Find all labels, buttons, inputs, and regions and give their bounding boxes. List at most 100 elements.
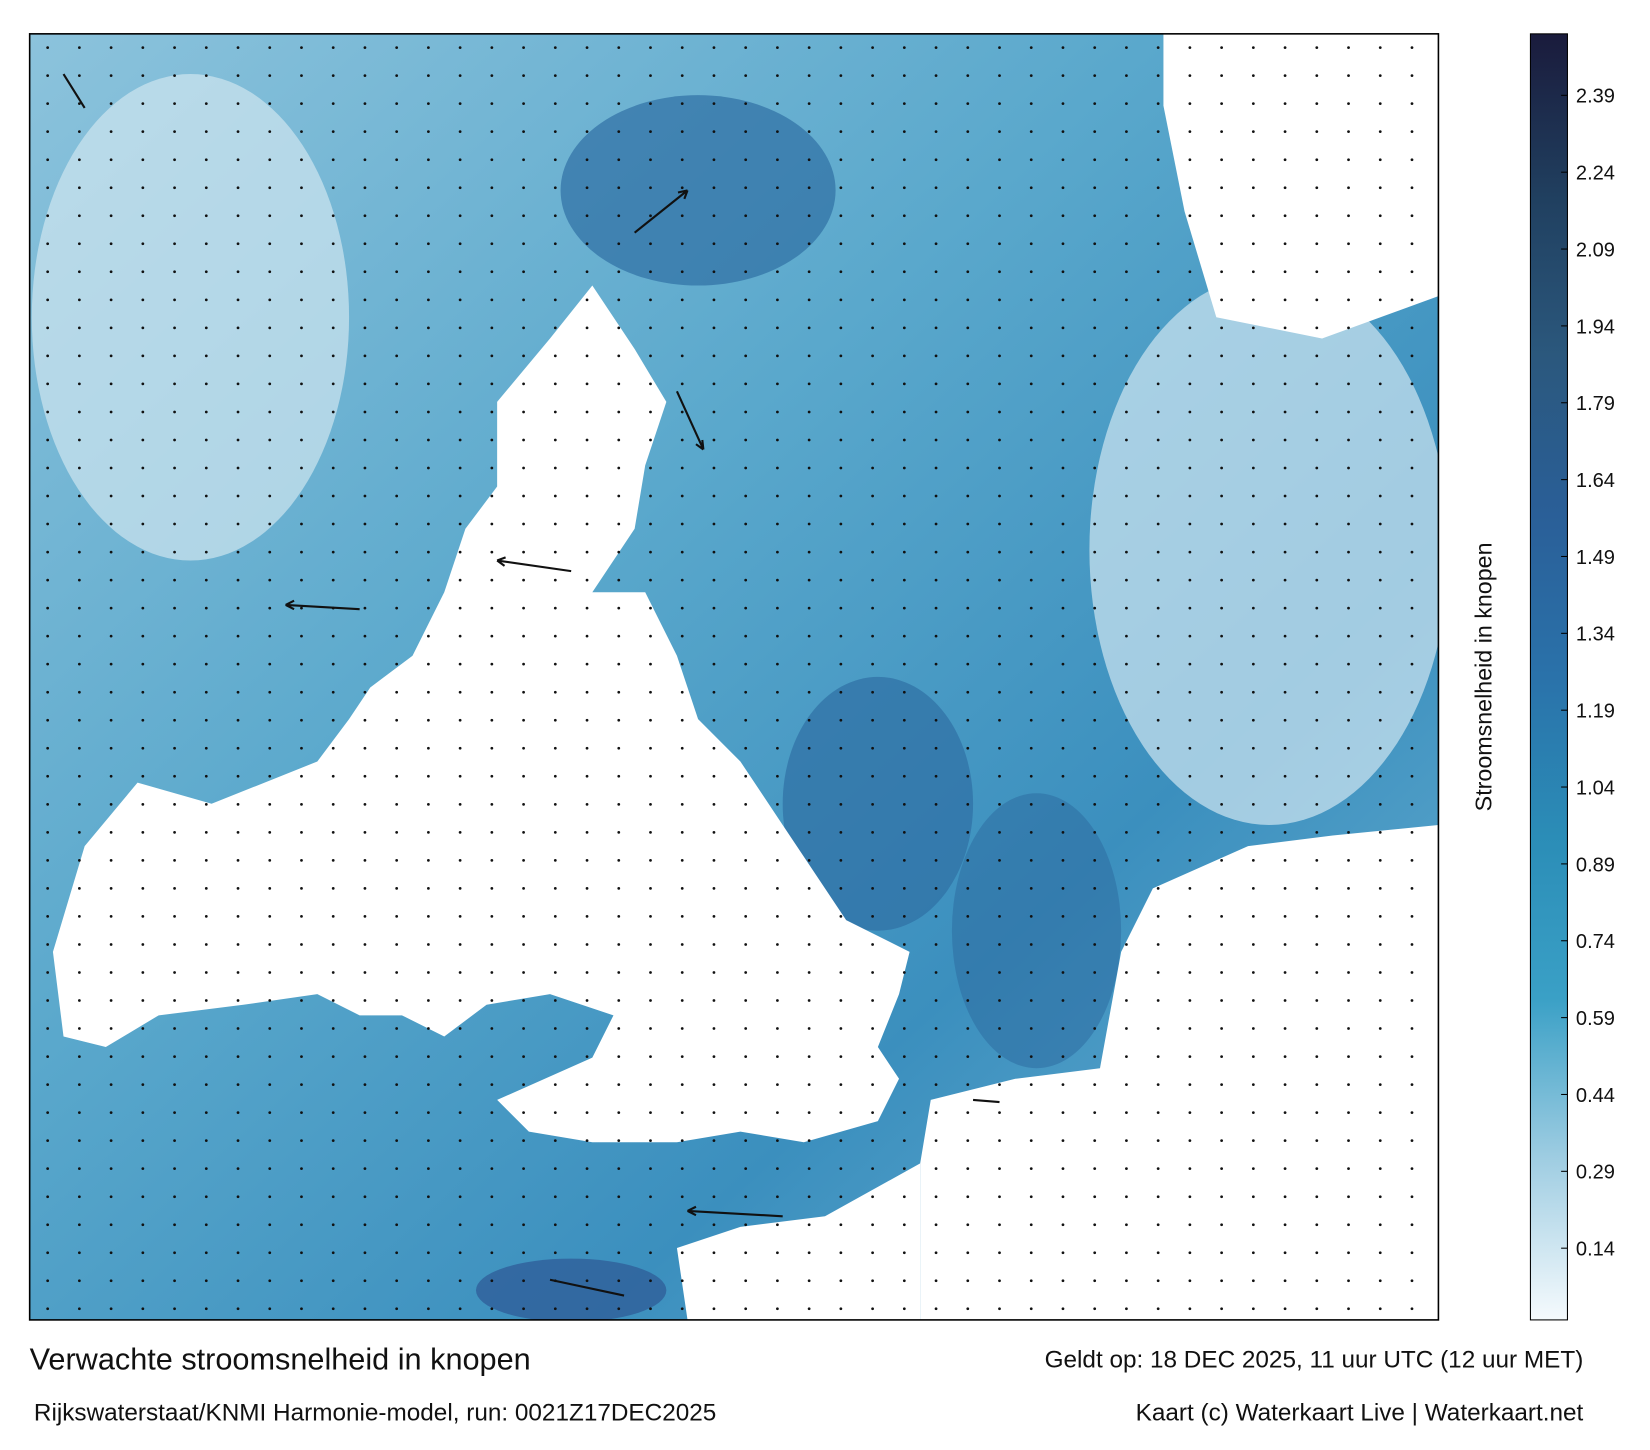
grid-dot (744, 270, 748, 274)
grid-dot (458, 46, 462, 49)
grid-dot (363, 943, 367, 946)
grid-dot (141, 382, 145, 386)
grid-dot (395, 578, 399, 582)
grid-dot (1093, 859, 1097, 862)
grid-dot (1347, 494, 1350, 498)
grid-dot (1378, 298, 1382, 302)
grid-dot (553, 74, 557, 77)
grid-dot (1156, 242, 1160, 246)
grid-dot (1125, 438, 1128, 442)
grid-dot (1125, 354, 1128, 358)
grid-dot (490, 1139, 494, 1143)
grid-dot (1410, 494, 1414, 498)
grid-dot (1125, 887, 1128, 890)
grid-dot (998, 242, 1001, 246)
grid-dot (1220, 74, 1223, 77)
grid-dot (236, 887, 240, 890)
grid-dot (839, 494, 843, 498)
grid-dot (998, 634, 1001, 638)
grid-dot (649, 859, 652, 862)
grid-dot (966, 1055, 970, 1058)
grid-dot (712, 746, 716, 750)
grid-dot (839, 971, 843, 974)
grid-dot (236, 214, 240, 218)
grid-dot (1251, 354, 1255, 358)
grid-dot (236, 466, 240, 470)
grid-dot (1410, 438, 1414, 442)
grid-dot (363, 1139, 367, 1143)
grid-dot (1283, 102, 1287, 106)
grid-dot (204, 662, 208, 666)
grid-dot (553, 466, 557, 470)
grid-dot (204, 606, 208, 610)
grid-dot (490, 102, 494, 106)
grid-dot (934, 887, 938, 890)
grid-dot (46, 662, 50, 666)
grid-dot (173, 1083, 176, 1086)
grid-dot (839, 915, 843, 918)
grid-dot (1029, 578, 1033, 582)
grid-dot (1220, 186, 1223, 190)
grid-dot (395, 662, 399, 666)
grid-dot (680, 1307, 684, 1311)
grid-dot (902, 662, 906, 666)
grid-dot (902, 1111, 906, 1114)
grid-dot (236, 550, 240, 554)
grid-dot (236, 186, 240, 190)
grid-dot (1125, 943, 1128, 946)
grid-dot (1220, 102, 1223, 106)
grid-dot (490, 606, 494, 610)
grid-dot (776, 1055, 779, 1058)
grid-dot (649, 46, 652, 49)
grid-dot (458, 214, 462, 218)
grid-dot (78, 354, 81, 358)
grid-dot (1093, 298, 1097, 302)
grid-dot (363, 606, 367, 610)
grid-dot (807, 186, 811, 190)
grid-dot (236, 606, 240, 610)
grid-dot (617, 802, 621, 806)
grid-dot (363, 298, 367, 302)
grid-dot (1220, 326, 1223, 330)
grid-dot (998, 1139, 1001, 1143)
grid-dot (141, 74, 145, 77)
grid-dot (966, 1111, 970, 1114)
grid-dot (490, 1307, 494, 1311)
grid-dot (902, 943, 906, 946)
grid-dot (236, 102, 240, 106)
grid-dot (776, 718, 779, 722)
deep (782, 676, 974, 931)
grid-dot (173, 1195, 176, 1199)
grid-dot (1378, 186, 1382, 190)
grid-dot (1251, 298, 1255, 302)
grid-dot (807, 1027, 811, 1030)
grid-dot (807, 158, 811, 162)
grid-dot (553, 1027, 557, 1030)
grid-dot (712, 774, 716, 778)
grid-dot (1378, 971, 1382, 974)
grid-dot (300, 859, 303, 862)
colorbar-tick-label: 2.39 (1576, 86, 1615, 108)
grid-dot (1061, 410, 1065, 414)
grid-dot (553, 242, 557, 246)
grid-dot (268, 382, 272, 386)
grid-dot (1061, 130, 1065, 134)
grid-dot (204, 214, 208, 218)
grid-dot (1410, 802, 1414, 806)
grid-dot (1283, 1083, 1287, 1086)
grid-dot (78, 410, 81, 414)
grid-dot (966, 999, 970, 1002)
grid-dot (427, 410, 430, 414)
grid-dot (1061, 1223, 1065, 1227)
grid-dot (617, 550, 621, 554)
grid-dot (141, 1111, 145, 1114)
grid-dot (1378, 354, 1382, 358)
grid-dot (1283, 999, 1287, 1002)
grid-dot (1125, 802, 1128, 806)
grid-dot (46, 270, 50, 274)
grid-dot (395, 466, 399, 470)
grid-dot (1029, 830, 1033, 834)
grid-dot (1188, 382, 1192, 386)
grid-dot (553, 1055, 557, 1058)
grid-dot (712, 522, 716, 526)
